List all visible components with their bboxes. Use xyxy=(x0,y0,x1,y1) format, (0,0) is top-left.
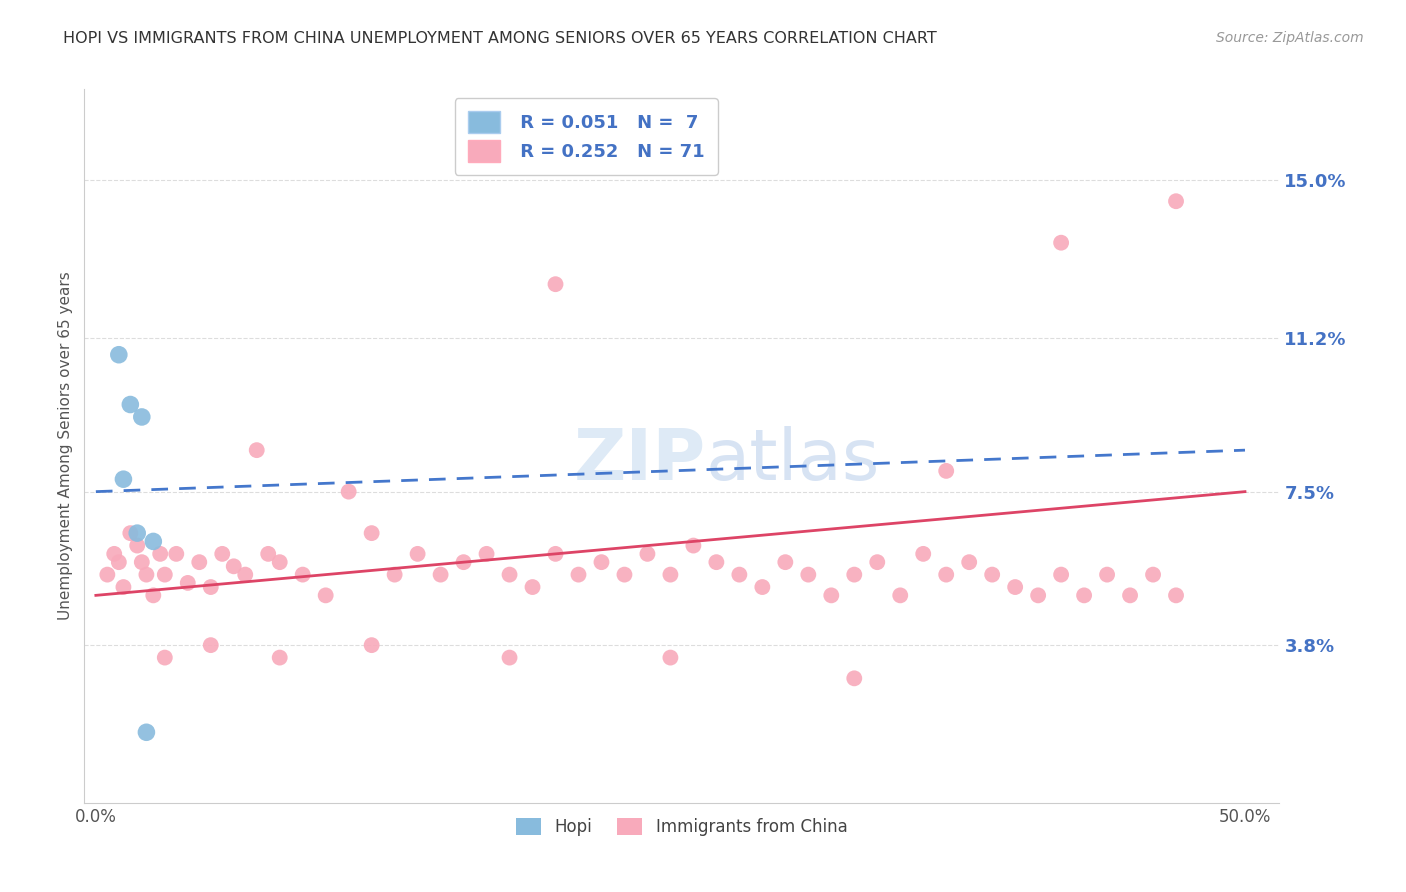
Point xyxy=(153,567,176,582)
Point xyxy=(591,555,613,569)
Point xyxy=(682,539,704,553)
Point xyxy=(291,567,314,582)
Point xyxy=(315,588,337,602)
Point xyxy=(149,547,172,561)
Point xyxy=(142,588,165,602)
Point xyxy=(120,526,142,541)
Point xyxy=(1050,567,1073,582)
Point xyxy=(659,567,682,582)
Point xyxy=(935,567,957,582)
Y-axis label: Unemployment Among Seniors over 65 years: Unemployment Among Seniors over 65 years xyxy=(58,272,73,620)
Point xyxy=(211,547,233,561)
Point xyxy=(1073,588,1095,602)
Point xyxy=(246,443,269,458)
Point xyxy=(981,567,1004,582)
Point xyxy=(475,547,498,561)
Point xyxy=(131,555,153,569)
Point xyxy=(498,650,520,665)
Point xyxy=(112,580,135,594)
Point xyxy=(142,534,165,549)
Point xyxy=(222,559,245,574)
Point xyxy=(797,567,820,582)
Point xyxy=(103,547,125,561)
Point xyxy=(360,638,382,652)
Point xyxy=(659,650,682,665)
Point xyxy=(567,567,589,582)
Point xyxy=(844,567,866,582)
Point xyxy=(636,547,658,561)
Point xyxy=(165,547,187,561)
Point xyxy=(131,409,153,424)
Point xyxy=(544,547,567,561)
Point xyxy=(751,580,773,594)
Point xyxy=(269,650,291,665)
Point xyxy=(1119,588,1142,602)
Point xyxy=(889,588,911,602)
Point xyxy=(728,567,751,582)
Point xyxy=(200,580,222,594)
Point xyxy=(120,397,142,411)
Point xyxy=(1142,567,1164,582)
Point xyxy=(188,555,211,569)
Point xyxy=(613,567,636,582)
Point xyxy=(135,725,157,739)
Text: atlas: atlas xyxy=(706,425,880,495)
Point xyxy=(257,547,280,561)
Point xyxy=(384,567,406,582)
Point xyxy=(706,555,728,569)
Text: ZIP: ZIP xyxy=(574,425,706,495)
Point xyxy=(544,277,567,292)
Point xyxy=(127,539,149,553)
Point xyxy=(957,555,980,569)
Point xyxy=(1095,567,1118,582)
Point xyxy=(775,555,797,569)
Point xyxy=(127,526,149,541)
Point xyxy=(200,638,222,652)
Point xyxy=(1164,194,1187,209)
Point xyxy=(1050,235,1073,250)
Text: Source: ZipAtlas.com: Source: ZipAtlas.com xyxy=(1216,31,1364,45)
Point xyxy=(108,555,131,569)
Point xyxy=(1026,588,1049,602)
Point xyxy=(112,472,135,486)
Point xyxy=(912,547,935,561)
Point xyxy=(844,671,866,685)
Point xyxy=(429,567,451,582)
Point xyxy=(1164,588,1187,602)
Point xyxy=(177,575,200,590)
Point xyxy=(522,580,544,594)
Point xyxy=(453,555,475,569)
Point xyxy=(153,650,176,665)
Point xyxy=(406,547,429,561)
Point xyxy=(935,464,957,478)
Text: HOPI VS IMMIGRANTS FROM CHINA UNEMPLOYMENT AMONG SENIORS OVER 65 YEARS CORRELATI: HOPI VS IMMIGRANTS FROM CHINA UNEMPLOYME… xyxy=(63,31,936,46)
Point xyxy=(96,567,118,582)
Point xyxy=(1004,580,1026,594)
Point xyxy=(866,555,889,569)
Point xyxy=(498,567,520,582)
Legend: Hopi, Immigrants from China: Hopi, Immigrants from China xyxy=(508,810,856,845)
Point xyxy=(233,567,256,582)
Point xyxy=(337,484,360,499)
Point xyxy=(820,588,842,602)
Point xyxy=(360,526,382,541)
Point xyxy=(269,555,291,569)
Point xyxy=(108,348,131,362)
Point xyxy=(135,567,157,582)
